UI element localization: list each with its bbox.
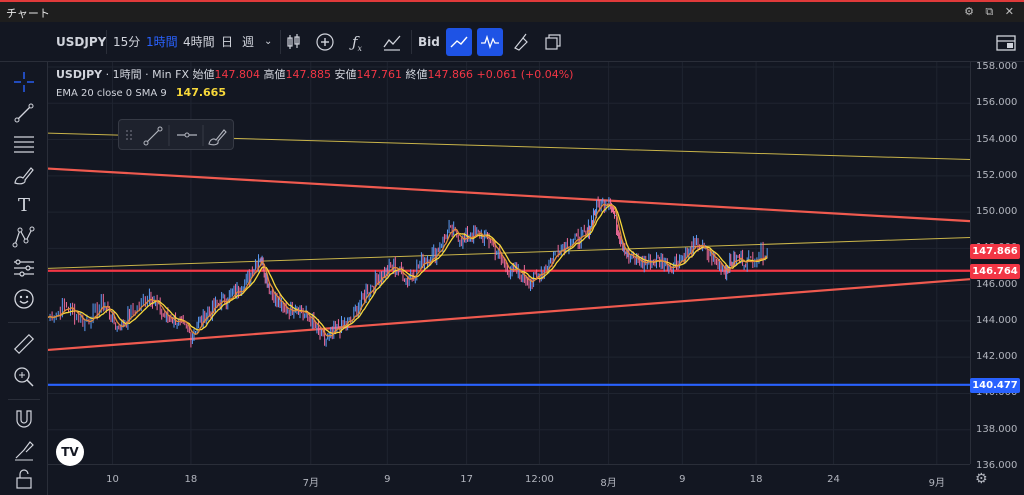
time-tick-label: 9月 bbox=[928, 478, 945, 489]
price-chart[interactable] bbox=[48, 62, 970, 464]
fib-retracement-icon[interactable] bbox=[12, 132, 36, 156]
price-tick-label: 136.000 bbox=[976, 460, 1018, 471]
drawing-toolbar: T bbox=[0, 62, 48, 495]
float-horizontal-line-icon[interactable] bbox=[177, 132, 197, 138]
window-controls[interactable]: ⚙ ⧉ ✕ bbox=[964, 5, 1018, 18]
pattern-tool-active-icon[interactable] bbox=[477, 28, 503, 56]
high-value: 147.885 bbox=[285, 68, 332, 81]
low-label: 安値 bbox=[334, 68, 357, 81]
trend-tool-active-icon[interactable] bbox=[446, 28, 472, 56]
price-tick-label: 138.000 bbox=[976, 423, 1018, 435]
price-source-button[interactable]: Bid bbox=[418, 35, 440, 49]
close-label: 終値 bbox=[405, 68, 428, 81]
price-tick-label: 146.000 bbox=[976, 278, 1018, 290]
toolbar-divider bbox=[280, 30, 281, 54]
interval-day-button[interactable]: 日 bbox=[221, 35, 234, 49]
multi-chart-layout-icon[interactable] bbox=[993, 28, 1019, 56]
interval-15m-button[interactable]: 15分 bbox=[113, 35, 141, 49]
trend-line-icon[interactable] bbox=[12, 101, 36, 125]
time-tick-label: 24 bbox=[827, 474, 840, 485]
high-label: 高値 bbox=[263, 68, 286, 81]
top-toolbar: USDJPY 15分 1時間 4時間 日 週 ⌄ ƒx Bid bbox=[0, 22, 1024, 62]
layout-icon[interactable] bbox=[541, 28, 565, 56]
crosshair-icon[interactable] bbox=[12, 70, 36, 94]
close-value: 147.866 bbox=[427, 68, 474, 81]
time-tick-label: 7月 bbox=[302, 478, 319, 489]
price-tick-label: 156.000 bbox=[976, 97, 1018, 109]
time-tick-label: 9 bbox=[384, 474, 391, 485]
time-tick-label: 10 bbox=[106, 474, 119, 485]
templates-icon[interactable] bbox=[381, 28, 403, 56]
indicator-value: 147.665 bbox=[175, 86, 226, 99]
window-titlebar: チャート ⚙ ⧉ ✕ bbox=[0, 0, 1024, 22]
sma-line bbox=[48, 203, 768, 337]
legend-source: Min FX bbox=[152, 68, 189, 81]
emoji-smile-icon[interactable] bbox=[12, 287, 36, 311]
tradingview-logo: TV bbox=[56, 438, 84, 466]
magnet-icon[interactable] bbox=[12, 407, 36, 431]
ascending-support-line[interactable] bbox=[48, 278, 970, 352]
toolbar-divider bbox=[8, 322, 40, 323]
text-tool-icon[interactable]: T bbox=[17, 195, 30, 216]
price-tick-label: 144.000 bbox=[976, 314, 1018, 326]
indicator-name: EMA 20 close 0 SMA 9 bbox=[56, 88, 167, 99]
brush-icon[interactable] bbox=[509, 28, 533, 56]
symbol-search-button[interactable]: USDJPY bbox=[56, 35, 107, 49]
toolbar-divider bbox=[106, 30, 107, 54]
floating-drawing-toolbar bbox=[118, 119, 234, 150]
unlock-icon[interactable] bbox=[12, 467, 36, 491]
interval-week-button[interactable]: 週 bbox=[242, 35, 255, 49]
yellow-lower-line[interactable] bbox=[48, 236, 970, 269]
settings-gear-icon[interactable]: ⚙ bbox=[975, 471, 988, 487]
toolbar-divider bbox=[411, 30, 412, 54]
ruler-measure-icon[interactable] bbox=[12, 332, 36, 356]
float-brush-icon[interactable] bbox=[208, 129, 227, 146]
time-tick-label: 18 bbox=[184, 474, 198, 485]
lock-drawings-icon[interactable] bbox=[12, 438, 36, 462]
brush-tool-icon[interactable] bbox=[12, 163, 36, 187]
price-tick-label: 158.000 bbox=[976, 61, 1018, 72]
price-axis[interactable] bbox=[970, 62, 1024, 464]
price-label: 147.866 bbox=[970, 243, 1020, 259]
ohlc-legend: USDJPY · 1時間 · Min FX 始値147.804 高値147.88… bbox=[56, 68, 574, 81]
price-tick-label: 150.000 bbox=[976, 206, 1018, 218]
interval-1h-button[interactable]: 1時間 bbox=[146, 35, 178, 49]
prediction-tool-icon[interactable] bbox=[12, 256, 36, 280]
window-title: チャート bbox=[6, 7, 50, 20]
price-tick-label: 142.000 bbox=[976, 351, 1018, 363]
time-tick-label: 12:00 bbox=[525, 474, 554, 485]
price-tick-label: 154.000 bbox=[976, 133, 1018, 145]
price-candles bbox=[49, 196, 768, 348]
price-tick-label: 152.000 bbox=[976, 169, 1018, 181]
pattern-tool-icon[interactable] bbox=[12, 225, 36, 249]
legend-symbol: USDJPY bbox=[56, 68, 103, 81]
price-label: 140.477 bbox=[970, 377, 1020, 393]
interval-more-chevron-icon[interactable]: ⌄ bbox=[264, 36, 273, 47]
time-tick-label: 17 bbox=[460, 474, 473, 485]
time-tick-label: 8月 bbox=[600, 478, 617, 489]
price-label: 146.764 bbox=[970, 263, 1020, 279]
add-indicator-plus-icon[interactable] bbox=[314, 28, 336, 56]
open-value: 147.804 bbox=[214, 68, 261, 81]
indicator-legend[interactable]: EMA 20 close 0 SMA 9 147.665 bbox=[56, 86, 226, 99]
interval-4h-button[interactable]: 4時間 bbox=[183, 35, 215, 49]
ema-line bbox=[48, 203, 768, 335]
time-tick-label: 9 bbox=[679, 474, 686, 485]
time-axis[interactable] bbox=[48, 464, 970, 495]
drag-handle-icon[interactable] bbox=[126, 130, 132, 140]
low-value: 147.761 bbox=[356, 68, 403, 81]
change-value: +0.061 (+0.04%) bbox=[476, 68, 574, 81]
open-label: 始値 bbox=[192, 68, 215, 81]
candle-style-icon[interactable] bbox=[284, 28, 304, 56]
toolbar-divider bbox=[8, 399, 40, 400]
legend-interval: 1時間 bbox=[112, 68, 142, 81]
time-tick-label: 18 bbox=[749, 474, 763, 485]
price-tick-label: 140.000 bbox=[976, 387, 1018, 399]
descending-resistance-line[interactable] bbox=[48, 167, 970, 223]
float-trend-line-icon[interactable] bbox=[143, 126, 163, 146]
indicators-fx-icon[interactable]: ƒx bbox=[351, 33, 363, 53]
zoom-in-icon[interactable] bbox=[12, 365, 36, 389]
